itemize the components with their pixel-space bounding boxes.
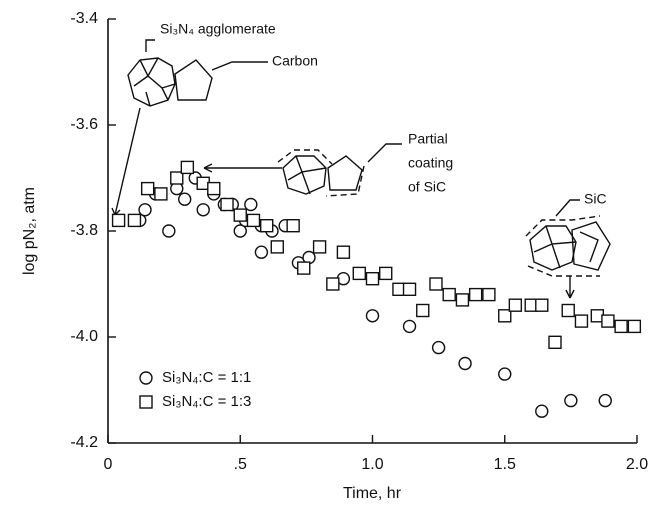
data-point: [127, 213, 142, 228]
data-point: [458, 356, 472, 371]
x-tick-label: 1.0: [361, 456, 383, 473]
x-tick-label: .5: [234, 456, 247, 473]
annotation: SiC: [584, 191, 607, 207]
data-point: [442, 287, 456, 302]
data-point: [379, 266, 393, 281]
annotation: Partial: [408, 131, 448, 147]
data-point: [416, 303, 430, 318]
y-axis-label: log pN₂, atm: [21, 187, 38, 275]
annotation: Carbon: [272, 53, 318, 69]
data-point: [162, 224, 176, 238]
illustrations: [111, 39, 611, 299]
data-point: [431, 340, 446, 355]
data-point: [178, 192, 192, 206]
data-point: [352, 266, 366, 281]
data-point: [244, 197, 258, 212]
data-point: [535, 298, 549, 312]
data-point: [270, 240, 284, 254]
data-point: [138, 203, 152, 217]
data-point: [312, 240, 327, 254]
data-point: [326, 277, 340, 291]
data-point: [246, 213, 261, 228]
x-tick-label: 1.5: [494, 456, 516, 473]
data-point: [601, 314, 615, 328]
x-axis-label: Time, hr: [343, 485, 402, 502]
data-point: [482, 287, 496, 302]
data-point: [402, 282, 417, 296]
y-tick-label: -4.0: [70, 328, 98, 345]
data-point: [196, 203, 210, 217]
annotation: of SiC: [408, 179, 446, 195]
data-point: [535, 404, 549, 418]
data-point: [297, 261, 311, 275]
y-tick-label: -3.4: [70, 10, 98, 27]
data-point: [429, 277, 443, 291]
x-tick-label: 2.0: [626, 456, 648, 473]
legend-label: Si₃N₄:C = 1:3: [162, 393, 251, 410]
legend-marker: [139, 395, 153, 409]
data-point: [548, 335, 562, 349]
data-point: [365, 272, 380, 286]
data-point: [336, 245, 351, 259]
annotation: Si₃N₄ agglomerate: [160, 21, 276, 37]
data-point: [140, 181, 155, 196]
data-point: [154, 187, 168, 201]
x-tick-label: 0: [104, 456, 113, 473]
y-tick-label: -4.2: [70, 434, 98, 451]
data-point: [468, 287, 483, 302]
data-point: [508, 298, 523, 312]
data-point: [498, 309, 512, 323]
data-point: [260, 218, 274, 233]
legend-marker: [139, 371, 153, 385]
data-point: [180, 160, 195, 175]
data-point: [564, 393, 578, 408]
data-point: [170, 171, 184, 185]
data-point: [627, 319, 642, 334]
data-point: [233, 208, 247, 222]
data-point: [498, 367, 512, 381]
data-point: [220, 197, 234, 212]
data-point: [111, 213, 126, 228]
data-point: [365, 309, 380, 323]
data-point: [455, 293, 470, 307]
data-point: [561, 303, 575, 318]
y-tick-label: -3.6: [70, 116, 98, 133]
data-point: [207, 181, 221, 196]
data-point: [598, 393, 612, 408]
legend-label: Si₃N₄:C = 1:1: [162, 369, 251, 386]
data-point: [233, 224, 247, 238]
data-point: [402, 319, 417, 334]
data-point: [614, 319, 628, 334]
data-point: [254, 245, 269, 259]
data-point: [574, 314, 589, 328]
y-tick-label: -3.8: [70, 222, 98, 239]
annotation: coating: [408, 155, 453, 171]
data-point: [286, 218, 300, 233]
